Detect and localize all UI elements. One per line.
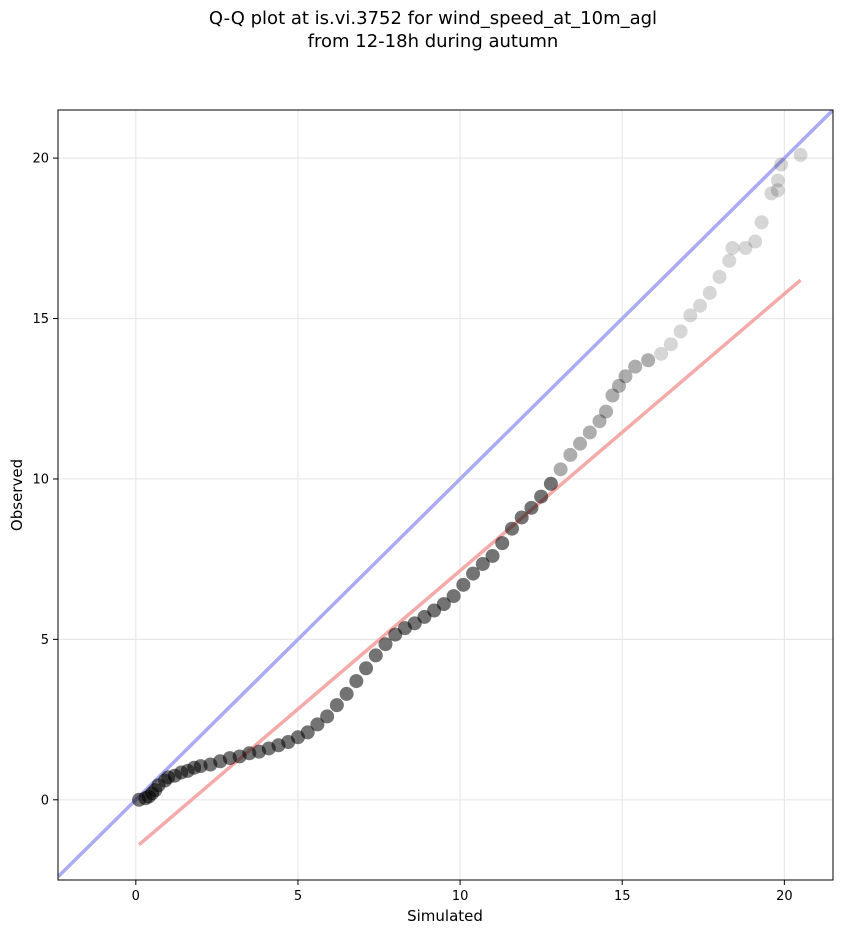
data-point (663, 337, 678, 352)
data-point (764, 186, 779, 201)
data-point (485, 548, 500, 563)
data-point (599, 404, 614, 419)
data-point (702, 285, 717, 300)
data-point (524, 500, 539, 515)
data-point (359, 661, 374, 676)
scatter-points (132, 147, 808, 807)
y-tick-label: 10 (32, 472, 49, 487)
data-point (466, 566, 481, 581)
data-point (339, 686, 354, 701)
data-point (310, 717, 325, 732)
y-tick-label: 0 (41, 793, 49, 808)
chart-title-line2: from 12-18h during autumn (307, 31, 559, 52)
data-point (683, 308, 698, 323)
data-point (378, 637, 393, 652)
data-point (770, 183, 785, 198)
y-tick-label: 15 (32, 312, 49, 327)
data-point (368, 648, 383, 663)
x-axis-label: Simulated (407, 907, 483, 925)
data-point (543, 476, 558, 491)
data-point (504, 521, 519, 536)
data-point (754, 215, 769, 230)
x-tick-label: 15 (614, 889, 631, 904)
data-point (573, 436, 588, 451)
data-point (582, 425, 597, 440)
data-point (748, 234, 763, 249)
axis-ticks: 0 5 10 15 20 0 5 10 15 20 (32, 152, 792, 904)
data-point (349, 674, 364, 689)
y-axis-label: Observed (8, 459, 26, 531)
reference-lines (58, 110, 833, 879)
x-tick-label: 0 (132, 889, 140, 904)
grid-lines (58, 110, 833, 880)
data-point (320, 709, 335, 724)
chart-title-line1: Q-Q plot at is.vi.3752 for wind_speed_at… (208, 8, 658, 29)
data-point (495, 536, 510, 551)
data-point (641, 353, 656, 368)
data-point (514, 510, 529, 525)
x-tick-label: 10 (452, 889, 469, 904)
data-point (618, 369, 633, 384)
plot-frame (57, 109, 834, 881)
data-point (722, 253, 737, 268)
data-point (446, 589, 461, 604)
data-point (693, 298, 708, 313)
identity-line (58, 110, 833, 879)
y-tick-label: 20 (32, 152, 49, 167)
y-tick-label: 5 (41, 633, 49, 648)
x-tick-label: 20 (776, 889, 793, 904)
data-point (300, 725, 315, 740)
data-point (712, 269, 727, 284)
data-point (738, 240, 753, 255)
data-point (534, 489, 549, 504)
data-point (654, 346, 669, 361)
data-point (605, 388, 620, 403)
data-point (553, 462, 568, 477)
data-point (628, 359, 643, 374)
data-point (592, 414, 607, 429)
data-point (436, 597, 451, 612)
data-point (673, 324, 688, 339)
data-point (563, 447, 578, 462)
data-point (611, 378, 626, 393)
data-point (456, 577, 471, 592)
data-point (475, 556, 490, 571)
data-point (770, 173, 785, 188)
x-tick-label: 5 (294, 889, 302, 904)
data-point (725, 240, 740, 255)
data-point (793, 147, 808, 162)
data-point (774, 157, 789, 172)
data-point (329, 698, 344, 713)
